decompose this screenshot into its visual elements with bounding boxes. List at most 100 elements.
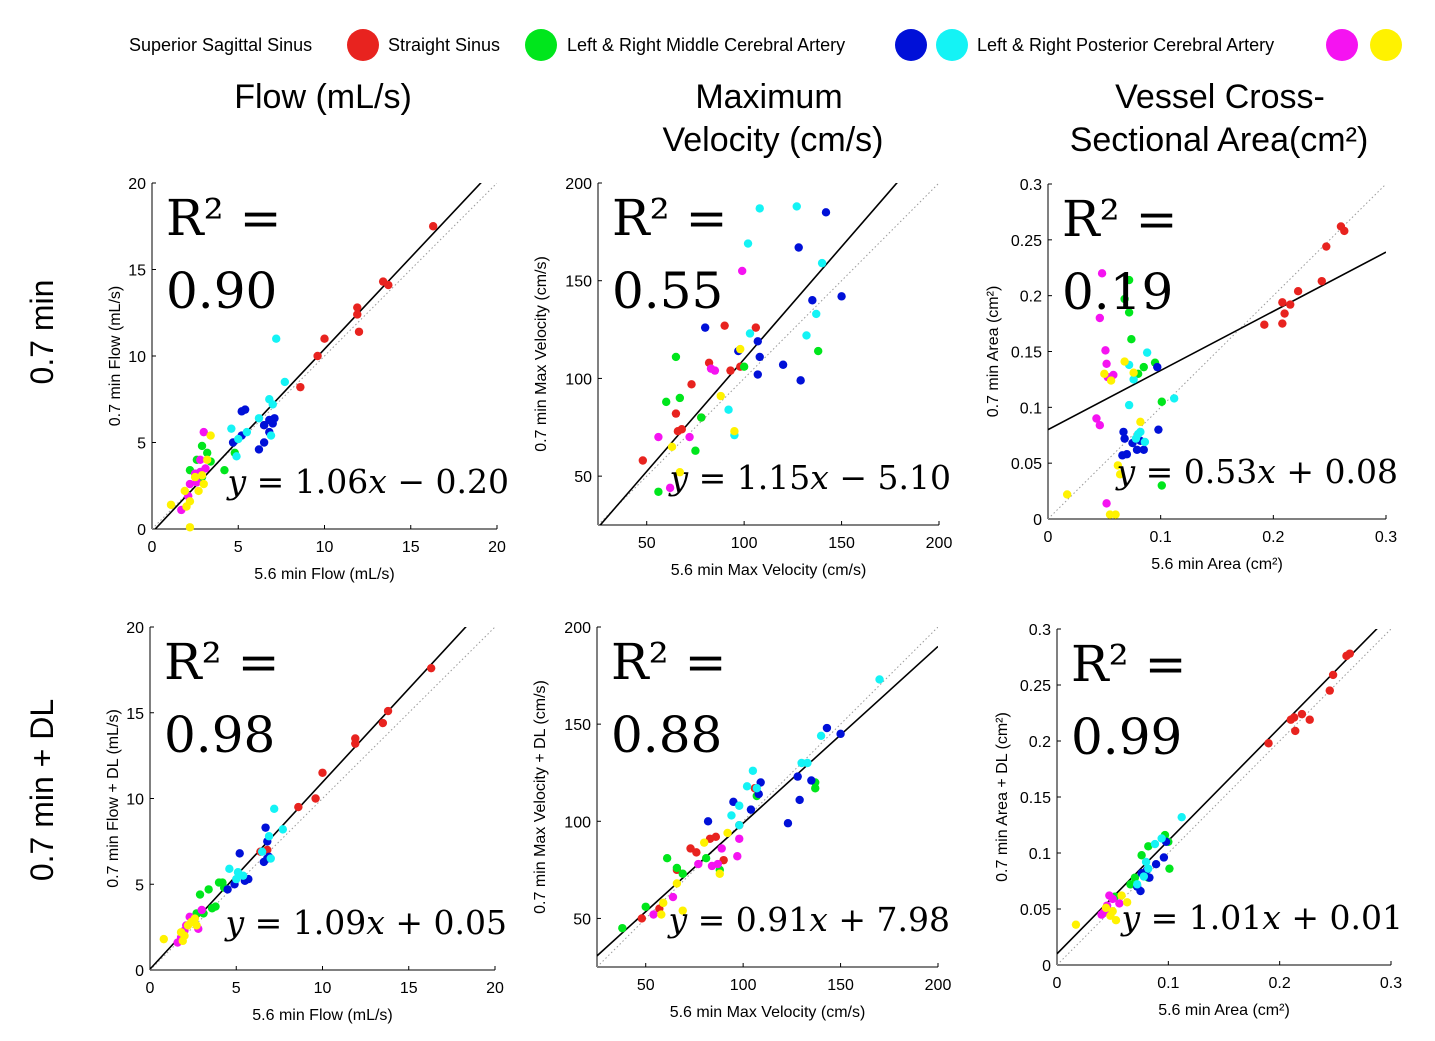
data-point-sss (726, 366, 735, 375)
y-tick-label: 50 (574, 469, 592, 486)
data-point-sss (353, 310, 362, 319)
data-point-lpca (1102, 359, 1111, 368)
y-tick-label: 0.05 (1011, 456, 1042, 473)
legend-label-sss: Superior Sagittal Sinus (129, 35, 312, 55)
data-point-lpca (197, 905, 206, 915)
legend-swatch-lpca (1326, 29, 1358, 61)
data-point-ss (811, 784, 820, 793)
data-point-ss (697, 413, 706, 422)
x-tick-label: 200 (926, 535, 953, 552)
y-axis-label: 0.7 min Max Velocity (cm/s) (533, 256, 550, 452)
data-point-lmca (700, 323, 710, 332)
data-point-rmca (755, 204, 764, 213)
y-tick-label: 0 (1033, 512, 1042, 529)
data-point-lmca (783, 819, 793, 828)
data-point-ss (1127, 335, 1136, 344)
data-point-rpca (203, 455, 212, 464)
r2-label: R² = (164, 633, 279, 691)
data-point-lmca (1120, 434, 1129, 443)
x-tick-label: 150 (828, 535, 855, 552)
data-point-ss (678, 869, 687, 878)
data-point-rmca (797, 758, 806, 768)
data-point-rpca (1100, 369, 1109, 379)
data-point-sss (1297, 709, 1307, 719)
data-point-sss (687, 380, 696, 389)
data-point-rpca (206, 431, 215, 440)
data-point-sss (1342, 651, 1351, 661)
data-point-rpca (192, 921, 201, 930)
data-point-lpca (654, 432, 663, 442)
y-tick-label: 0 (135, 963, 144, 980)
data-point-rpca (1129, 368, 1138, 377)
data-point-ss (1157, 397, 1166, 406)
column-titles: Flow (mL/s) Maximum Velocity (cm/s) Vess… (234, 78, 1368, 159)
data-point-ss (739, 362, 749, 371)
data-point-sss (1305, 715, 1314, 724)
data-point-sss (1291, 726, 1300, 736)
data-point-lmca (778, 360, 788, 369)
panel-area-07min-dl: 0 0.1 0.2 0.3 0 0.05 0.1 0.15 0.2 0.25 0.3 5.6 min … (994, 622, 1403, 1019)
data-point-lpca (717, 844, 726, 853)
data-point-sss (1317, 276, 1326, 286)
x-tick-label: 0.3 (1380, 975, 1402, 992)
data-point-sss (1293, 287, 1303, 296)
data-point-lmca (753, 370, 762, 379)
y-tick-label: 15 (126, 706, 144, 723)
data-point-rpca (1062, 490, 1072, 499)
y-tick-label: 100 (565, 371, 592, 388)
data-point-rmca (745, 329, 755, 338)
data-point-sss (1278, 319, 1287, 328)
data-point-lpca (196, 455, 205, 464)
data-point-rmca (1142, 348, 1152, 357)
y-tick-label: 0.2 (1029, 734, 1051, 751)
regression-line (599, 183, 898, 525)
data-point-rpca (730, 426, 739, 436)
data-point-rpca (672, 879, 682, 888)
data-point-ss (1124, 275, 1134, 285)
y-tick-label: 10 (126, 792, 144, 809)
data-point-rmca (792, 202, 801, 211)
data-point-rpca (699, 838, 709, 847)
data-point-rpca (1136, 417, 1145, 427)
data-point-rpca (657, 910, 666, 919)
data-point-lpca (665, 483, 675, 493)
data-point-rpca (715, 869, 724, 878)
data-point-rmca (280, 377, 290, 387)
data-point-rmca (1177, 812, 1186, 822)
legend-swatch-lmca (895, 29, 927, 61)
data-point-lpca (735, 834, 744, 843)
y-tick-label: 0.2 (1020, 289, 1042, 306)
data-point-ss (1120, 294, 1129, 304)
regression-equation: y = 1.06x − 0.20 (226, 462, 510, 501)
identity-line (597, 627, 938, 967)
y-tick-label: 0.3 (1020, 177, 1042, 194)
data-point-lmca (1151, 860, 1161, 869)
data-point-lpca (737, 266, 747, 276)
data-point-sss (1286, 300, 1295, 309)
y-tick-label: 0 (1042, 958, 1051, 975)
y-tick-label: 150 (565, 274, 592, 291)
data-point-rmca (254, 414, 264, 423)
legend-label-pca: Left & Right Posterior Cerebral Artery (977, 35, 1274, 55)
data-point-rpca (185, 523, 195, 532)
data-point-sss (1260, 320, 1269, 329)
data-point-sss (751, 323, 761, 332)
data-point-lpca (1097, 910, 1106, 919)
data-point-sss (1328, 670, 1338, 680)
data-point-lpca (668, 892, 678, 902)
x-tick-label: 0 (1044, 529, 1053, 546)
data-point-lmca (259, 421, 269, 430)
data-point-sss (1280, 309, 1289, 318)
data-point-lmca (1139, 445, 1148, 454)
data-point-lpca (1092, 414, 1101, 423)
data-point-sss (428, 222, 438, 231)
data-point-rmca (742, 782, 752, 791)
data-point-lmca (822, 723, 832, 733)
data-point-rpca (723, 828, 732, 838)
data-point-rmca (735, 820, 744, 830)
y-tick-label: 0.1 (1020, 400, 1042, 417)
x-tick-label: 5 (234, 539, 243, 556)
y-tick-label: 150 (564, 717, 591, 734)
data-point-lmca (808, 296, 817, 305)
legend-label-ss: Straight Sinus (388, 35, 500, 55)
